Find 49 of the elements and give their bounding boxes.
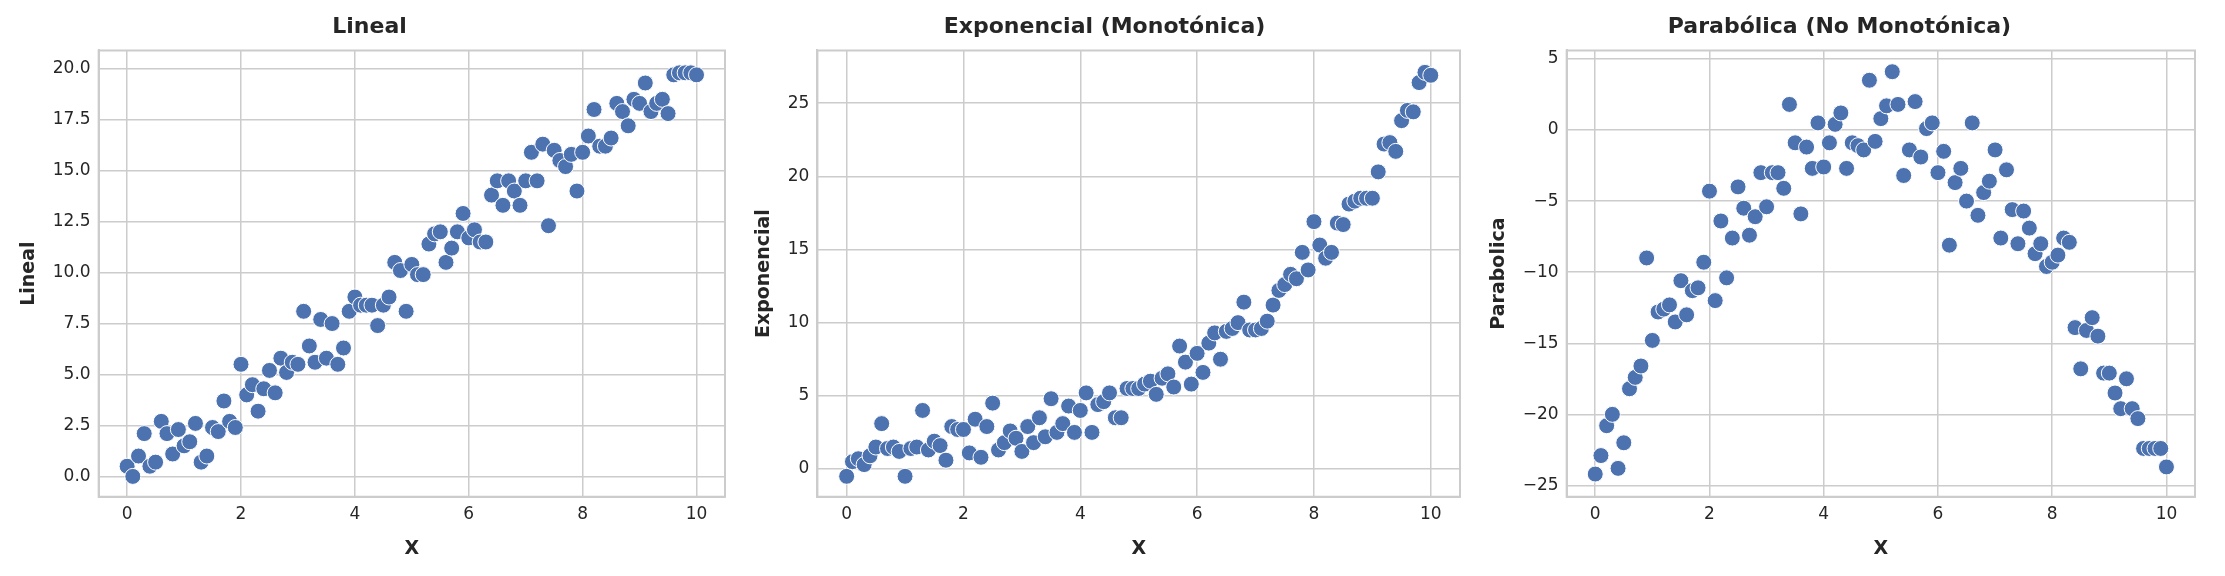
y-tick-label: 10 [787, 311, 810, 332]
y-tick-label: 17.5 [52, 108, 91, 129]
x-tick-label: 4 [1818, 503, 1830, 524]
y-tick-label: 7.5 [63, 311, 91, 332]
y-tick-label: 10.0 [52, 261, 91, 281]
x-tick-label: 0 [121, 503, 133, 524]
y-tick-label: −5 [1533, 189, 1559, 210]
x-tick-label: 2 [958, 503, 969, 524]
y-tick-label: 20.0 [52, 57, 91, 78]
x-tick-label: 2 [235, 503, 247, 524]
y-tick-label: 0.0 [63, 464, 91, 485]
y-tick-label: 15 [787, 237, 810, 258]
chart-title: Lineal [332, 12, 407, 38]
x-tick-label: 4 [349, 503, 361, 524]
y-tick-label: 0 [1547, 118, 1559, 139]
x-tick-label: 10 [2155, 503, 2178, 524]
y-tick-label: −10 [1522, 260, 1559, 281]
y-tick-label: 5.0 [63, 362, 91, 383]
x-tick-label: 4 [1074, 503, 1086, 524]
x-tick-label: 0 [841, 503, 853, 524]
x-axis-title: X [1873, 535, 1889, 558]
y-tick-label: 5 [798, 384, 810, 405]
x-tick-label: 2 [1704, 503, 1715, 524]
y-tick-label: 25 [787, 91, 810, 112]
y-tick-label: −25 [1522, 473, 1559, 494]
chart-title: Parabólica (No Monotónica) [1667, 12, 2012, 38]
y-tick-label: −20 [1522, 402, 1559, 423]
x-tick-label: 6 [463, 503, 475, 524]
x-tick-label: 8 [2046, 503, 2058, 524]
x-tick-label: 6 [1191, 503, 1203, 524]
y-tick-label: 20 [787, 164, 810, 185]
x-tick-label: 10 [685, 503, 708, 524]
y-axis-title: Parabolica [1486, 217, 1509, 330]
x-axis-title: X [1131, 535, 1147, 558]
x-tick-label: 10 [1419, 503, 1442, 524]
x-tick-label: 8 [577, 503, 589, 524]
y-tick-label: 12.5 [52, 210, 91, 231]
y-axis-title: Exponencial [751, 209, 774, 339]
chart-title: Exponencial (Monotónica) [943, 12, 1266, 38]
y-tick-label: 5 [1547, 47, 1559, 68]
y-tick-label: 15.0 [52, 159, 91, 180]
y-tick-label: 0 [798, 457, 810, 478]
x-tick-label: 8 [1308, 503, 1320, 524]
x-tick-label: 6 [1932, 503, 1944, 524]
y-axis-title: Lineal [16, 241, 39, 306]
y-tick-label: −15 [1522, 331, 1559, 352]
x-tick-label: 0 [1589, 503, 1601, 524]
x-axis-title: X [404, 535, 420, 558]
y-tick-label: 2.5 [63, 413, 91, 434]
